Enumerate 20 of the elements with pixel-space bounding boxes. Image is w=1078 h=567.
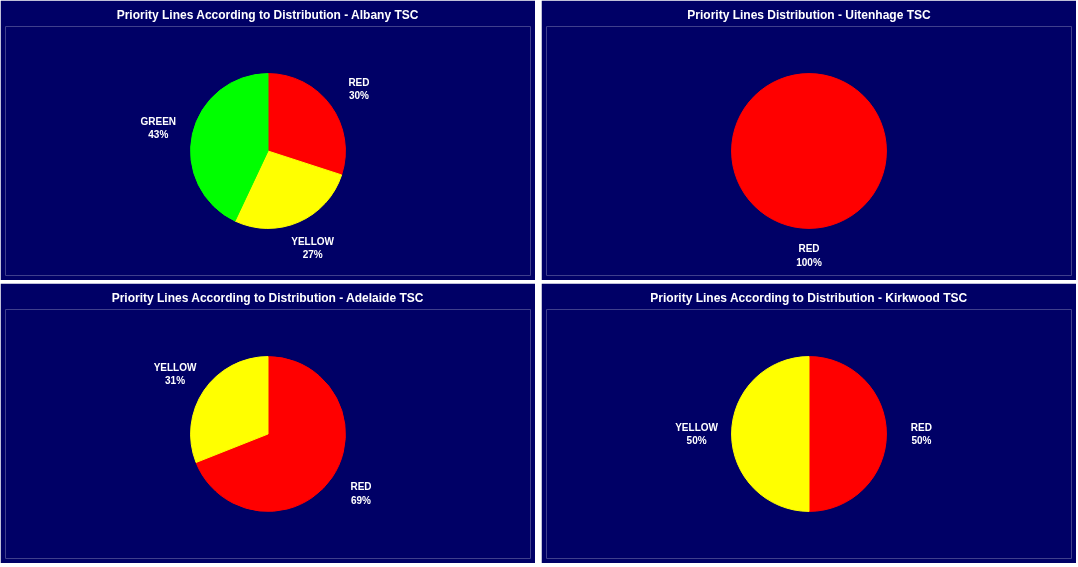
chart-title: Priority Lines According to Distribution - Kirkwood TSC: [650, 290, 968, 305]
data-label: 43%: [148, 128, 169, 140]
slice-label: YELLOW: [153, 362, 197, 374]
slice-label: RED: [348, 76, 370, 88]
slice-label: GREEN: [140, 115, 177, 127]
slice-label: RED: [350, 481, 372, 493]
data-label: 30%: [348, 89, 370, 101]
chart-title: Priority Lines According to Distribution - Adelaide TSC: [111, 290, 424, 305]
data-label: 50%: [911, 435, 932, 447]
chart-title: Priority Lines Distribution - Uitenhage TSC: [687, 7, 932, 22]
data-label: 50%: [686, 435, 707, 447]
slice-label: RED: [910, 421, 932, 433]
data-label: 69%: [350, 494, 372, 506]
chart-title: Priority Lines According to Distribution - Albany TSC: [116, 7, 419, 22]
data-label: 100%: [796, 256, 822, 268]
data-label: 31%: [165, 375, 186, 387]
slice-label: YELLOW: [291, 236, 335, 248]
slice-label: RED: [798, 243, 820, 255]
data-label: 27%: [302, 249, 323, 261]
slice-label: YELLOW: [675, 421, 719, 433]
